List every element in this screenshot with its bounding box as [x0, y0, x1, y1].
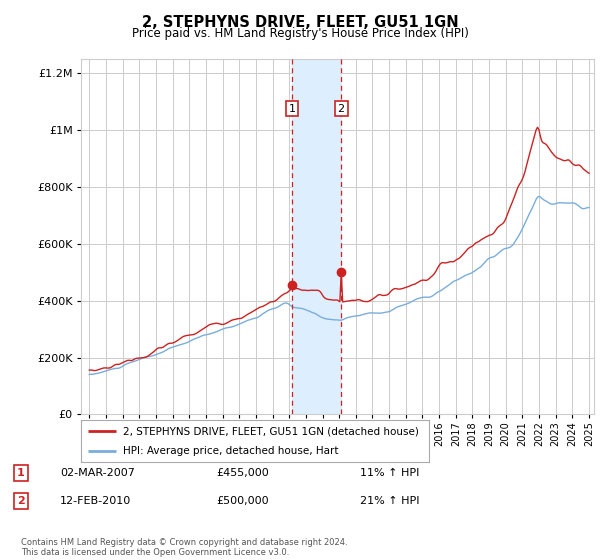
Text: 1: 1 — [289, 104, 296, 114]
Text: 2: 2 — [338, 104, 345, 114]
Text: 2, STEPHYNS DRIVE, FLEET, GU51 1GN (detached house): 2, STEPHYNS DRIVE, FLEET, GU51 1GN (deta… — [123, 426, 419, 436]
Text: HPI: Average price, detached house, Hart: HPI: Average price, detached house, Hart — [123, 446, 338, 456]
Text: 12-FEB-2010: 12-FEB-2010 — [60, 496, 131, 506]
Text: 1: 1 — [17, 468, 25, 478]
Text: 21% ↑ HPI: 21% ↑ HPI — [360, 496, 419, 506]
Text: £455,000: £455,000 — [216, 468, 269, 478]
Text: £500,000: £500,000 — [216, 496, 269, 506]
Bar — [292, 59, 341, 414]
Text: 2: 2 — [17, 496, 25, 506]
Text: Price paid vs. HM Land Registry's House Price Index (HPI): Price paid vs. HM Land Registry's House … — [131, 27, 469, 40]
Text: 11% ↑ HPI: 11% ↑ HPI — [360, 468, 419, 478]
Text: 2, STEPHYNS DRIVE, FLEET, GU51 1GN: 2, STEPHYNS DRIVE, FLEET, GU51 1GN — [142, 15, 458, 30]
Text: 02-MAR-2007: 02-MAR-2007 — [60, 468, 135, 478]
Text: Contains HM Land Registry data © Crown copyright and database right 2024.
This d: Contains HM Land Registry data © Crown c… — [21, 538, 347, 557]
